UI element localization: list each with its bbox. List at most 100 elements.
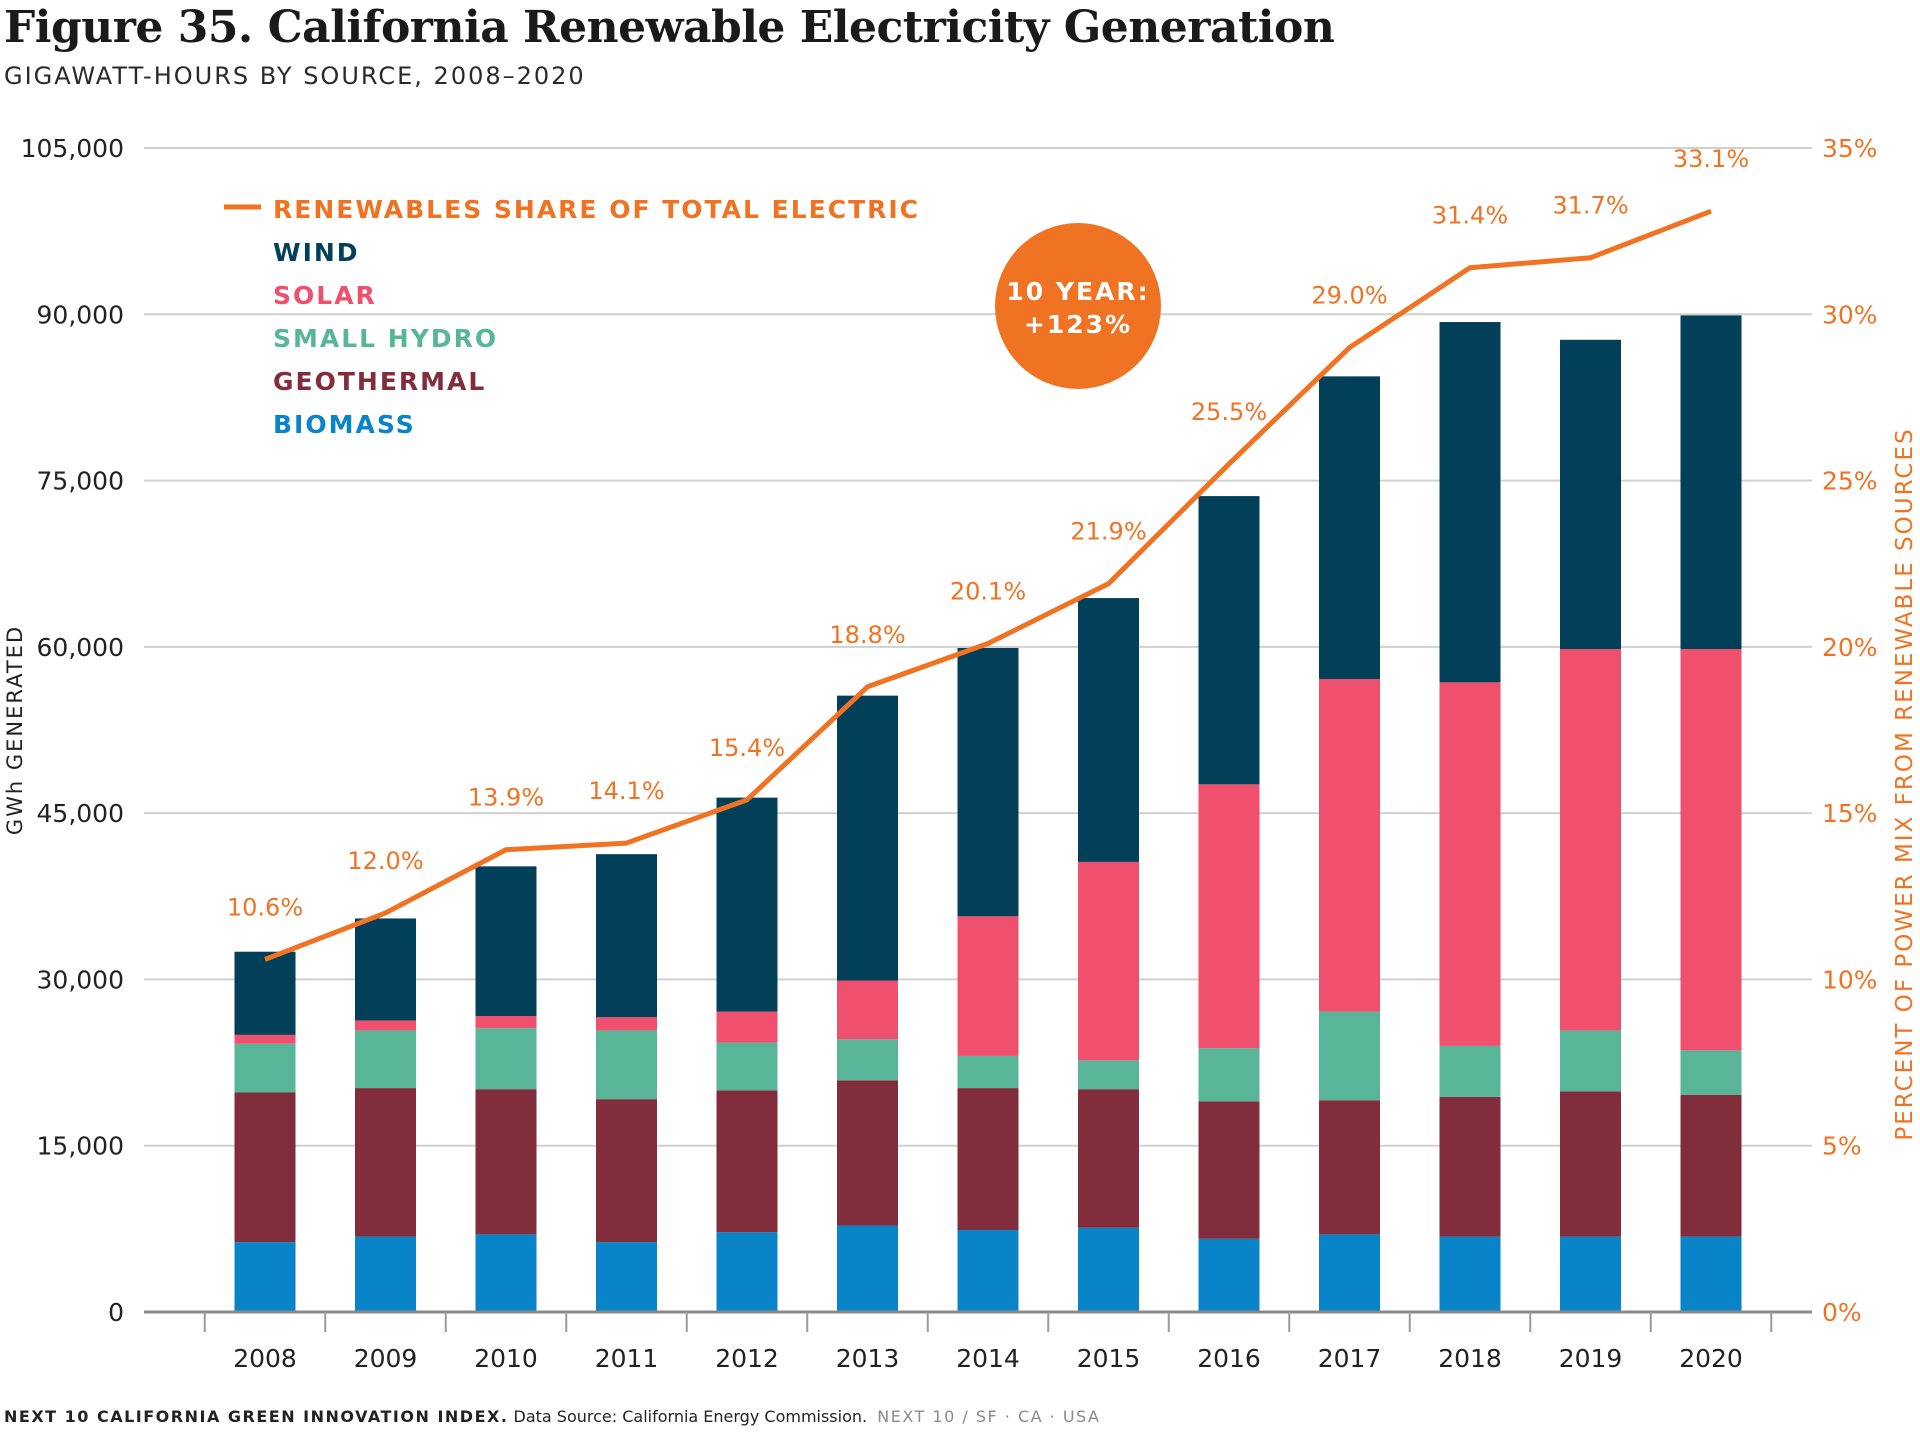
legend-item: GEOTHERMAL <box>273 367 486 396</box>
y-tick-label: 90,000 <box>37 300 124 329</box>
y-tick-label: 45,000 <box>37 799 124 828</box>
bar-segment-solar <box>716 1011 778 1043</box>
bar-segment-small-hydro <box>234 1043 296 1093</box>
bar-segment-wind <box>1198 496 1260 785</box>
bar-segment-biomass <box>475 1234 537 1312</box>
line-data-label: 21.9% <box>1070 518 1146 546</box>
line-data-label: 18.8% <box>829 621 905 649</box>
legend-item: SOLAR <box>273 281 377 310</box>
y-tick-label: 15,000 <box>37 1132 124 1161</box>
bar-segment-wind <box>716 797 778 1012</box>
footer-source-text: Data Source: California Energy Commissio… <box>508 1407 868 1426</box>
line-data-label: 10.6% <box>227 893 303 921</box>
bar-segment-solar <box>1198 784 1260 1049</box>
footer-source-bold: NEXT 10 CALIFORNIA GREEN INNOVATION INDE… <box>4 1407 509 1426</box>
x-tick-label: 2013 <box>836 1344 900 1373</box>
line-data-label: 12.0% <box>347 847 423 875</box>
bar-segment-biomass <box>1319 1234 1380 1312</box>
line-data-label: 20.1% <box>950 578 1026 606</box>
bar-segment-wind <box>1680 315 1742 650</box>
x-tick-label: 2008 <box>233 1344 297 1373</box>
bar-segment-geothermal <box>1680 1094 1742 1237</box>
y-tick-label: 60,000 <box>37 633 124 662</box>
bar-segment-biomass <box>716 1232 778 1312</box>
line-data-label: 31.7% <box>1552 192 1628 220</box>
bar-segment-wind <box>1439 322 1501 683</box>
bar-segment-wind <box>1078 598 1139 862</box>
bar-segment-small-hydro <box>1680 1050 1742 1095</box>
x-tick-label: 2017 <box>1318 1344 1382 1373</box>
y2-tick-label: 25% <box>1822 467 1878 496</box>
bar-segment-wind <box>957 647 1019 917</box>
bar-segment-small-hydro <box>1078 1060 1139 1090</box>
bar-segment-geothermal <box>957 1088 1019 1230</box>
x-tick-label: 2016 <box>1197 1344 1261 1373</box>
bar-segment-geothermal <box>1198 1101 1260 1239</box>
bar-segment-solar <box>475 1016 537 1029</box>
bar-segment-biomass <box>837 1225 898 1312</box>
bar-segment-wind <box>234 951 296 1035</box>
bar-segment-wind <box>475 866 537 1017</box>
x-tick-label: 2010 <box>474 1344 538 1373</box>
line-data-label: 15.4% <box>709 734 785 762</box>
bar-segment-small-hydro <box>1439 1045 1501 1097</box>
y2-tick-label: 35% <box>1822 134 1878 163</box>
bar-segment-wind <box>596 854 657 1018</box>
x-tick-label: 2012 <box>715 1344 779 1373</box>
bar-segment-geothermal <box>837 1080 898 1226</box>
bar-segment-wind <box>355 918 416 1021</box>
renewables-share-line <box>264 208 1712 962</box>
bar-segment-biomass <box>957 1229 1019 1312</box>
bar-segment-geothermal <box>475 1089 537 1235</box>
bar-segment-solar <box>355 1020 416 1031</box>
bar-segment-geothermal <box>355 1088 416 1237</box>
bar-segment-wind <box>1319 376 1380 680</box>
y-tick-label: 75,000 <box>37 467 124 496</box>
bar-segment-solar <box>957 916 1019 1056</box>
y2-tick-label: 0% <box>1822 1298 1862 1327</box>
bar-segment-solar <box>234 1034 296 1044</box>
y-axis-title: GWh GENERATED <box>3 625 27 835</box>
y-tick-label: 0 <box>108 1298 124 1327</box>
legend-item: BIOMASS <box>273 410 416 439</box>
y2-tick-label: 30% <box>1822 300 1878 329</box>
line-data-label: 13.9% <box>468 784 544 812</box>
x-tick-label: 2009 <box>354 1344 418 1373</box>
line-data-label: 25.5% <box>1191 398 1267 426</box>
bar-segment-geothermal <box>1560 1091 1621 1237</box>
bar-segment-geothermal <box>1078 1089 1139 1228</box>
x-tick-label: 2019 <box>1559 1344 1623 1373</box>
bar-segment-solar <box>1680 649 1742 1051</box>
line-data-label: 31.4% <box>1432 202 1508 230</box>
ten-year-callout-line2: +123% <box>1024 310 1132 339</box>
legend-item: RENEWABLES SHARE OF TOTAL ELECTRIC <box>273 195 920 224</box>
bar-segment-biomass <box>1680 1236 1742 1312</box>
bar-segment-geothermal <box>596 1099 657 1243</box>
y-tick-label: 30,000 <box>37 965 124 994</box>
bar-segment-geothermal <box>716 1090 778 1233</box>
bar-segment-biomass <box>234 1242 296 1312</box>
bar-segment-geothermal <box>234 1092 296 1243</box>
bar-segment-geothermal <box>1319 1100 1380 1235</box>
bar-segment-wind <box>1560 339 1621 650</box>
legend-item: SMALL HYDRO <box>273 324 498 353</box>
x-tick-label: 2014 <box>956 1344 1020 1373</box>
bar-segment-solar <box>837 980 898 1040</box>
bar-segment-biomass <box>355 1236 416 1312</box>
bar-segment-solar <box>596 1017 657 1031</box>
y2-tick-label: 10% <box>1822 965 1878 994</box>
bar-segment-small-hydro <box>957 1055 1019 1089</box>
line-data-label: 14.1% <box>588 777 664 805</box>
bar-segment-biomass <box>1439 1236 1501 1312</box>
y2-axis-title: PERCENT OF POWER MIX FROM RENEWABLE SOUR… <box>1892 427 1918 1140</box>
line-data-label: 33.1% <box>1673 145 1749 173</box>
y2-tick-label: 5% <box>1822 1132 1862 1161</box>
page-subtitle: GIGAWATT-HOURS BY SOURCE, 2008–2020 <box>4 62 586 90</box>
bar-segment-small-hydro <box>1560 1030 1621 1092</box>
footer-source: NEXT 10 CALIFORNIA GREEN INNOVATION INDE… <box>4 1407 1100 1426</box>
legend-item: WIND <box>273 238 360 267</box>
bar-segment-small-hydro <box>1319 1011 1380 1101</box>
bar-segment-biomass <box>1560 1236 1621 1312</box>
x-tick-label: 2015 <box>1077 1344 1141 1373</box>
